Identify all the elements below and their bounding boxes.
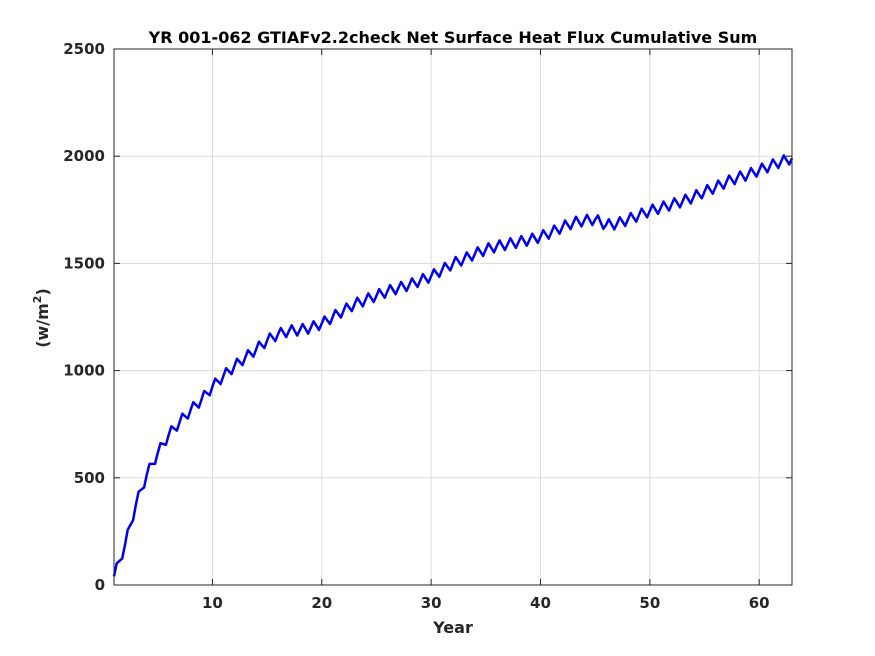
x-tick-label: 50 <box>639 594 660 612</box>
y-axis-label-superscript: 2 <box>31 296 44 304</box>
x-tick-label: 30 <box>421 594 442 612</box>
y-axis-label: (w/m2) <box>31 288 52 348</box>
plot-area-border <box>113 48 793 586</box>
x-tick-label: 20 <box>311 594 332 612</box>
y-axis-label-main: (w/m <box>33 303 52 348</box>
y-tick-label: 1000 <box>63 362 105 380</box>
y-tick-label: 2000 <box>63 147 105 165</box>
tick-labels: 10 20 30 40 50 60 0 500 1000 1500 2000 2500 <box>63 40 769 612</box>
x-axis-label: Year <box>432 618 473 637</box>
series-line <box>112 154 794 577</box>
chart-title: YR 001-062 GTIAFv2.2check Net Surface He… <box>148 28 758 47</box>
series-layer <box>112 154 794 577</box>
y-axis-label-close: ) <box>33 288 52 295</box>
x-tick-label: 10 <box>202 594 223 612</box>
x-tick-label: 40 <box>530 594 551 612</box>
y-tick-label: 0 <box>95 576 105 594</box>
x-tick-label: 60 <box>749 594 770 612</box>
y-tick-label: 2500 <box>63 40 105 58</box>
y-tick-label: 500 <box>74 469 105 487</box>
y-tick-label: 1500 <box>63 254 105 272</box>
tick-marks <box>114 48 792 586</box>
